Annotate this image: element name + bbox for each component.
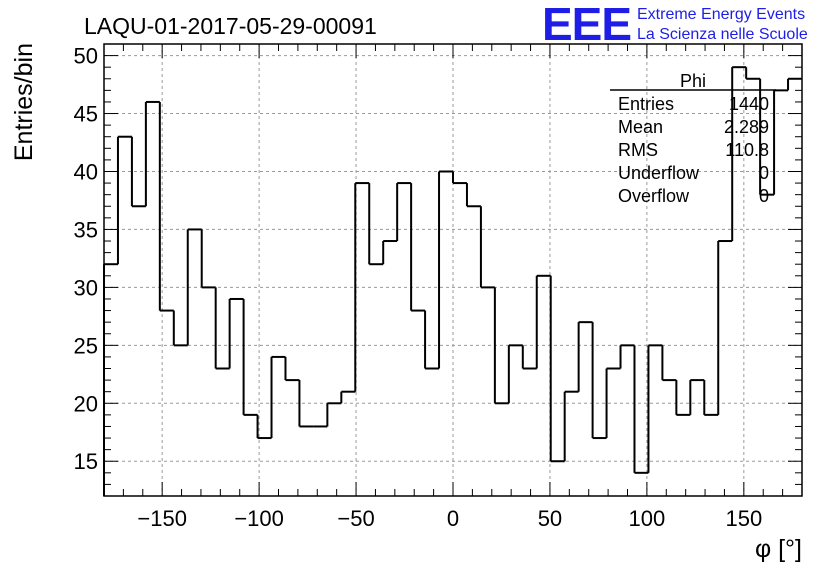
x-tick-label: 150	[725, 506, 762, 531]
y-tick-label: 30	[74, 275, 98, 300]
stats-row-label: Overflow	[618, 186, 690, 206]
histogram-layer	[103, 66, 802, 496]
x-axis-title: φ [°]	[755, 535, 802, 563]
stats-row-label: Underflow	[618, 163, 700, 183]
y-tick-label: 25	[74, 333, 98, 358]
stats-rows: Entries 1440 Mean 2.289 RMS 110.8 Underflow 0 Ov…	[618, 94, 769, 206]
chart-title: LAQU-01-2017-05-29-00091	[84, 13, 377, 39]
x-tick-label: 100	[629, 506, 666, 531]
stats-row-label: Entries	[618, 94, 674, 114]
stats-box: Phi Entries 1440 Mean 2.289 RMS 110.8 Underflo…	[610, 71, 776, 206]
tick-layer: −150 −100 −50 0 50 100 150 15 20 25 30 35 40 45 50	[74, 43, 802, 531]
y-tick-label: 45	[74, 102, 98, 127]
x-tick-label: −150	[137, 506, 187, 531]
x-tick-label: 50	[538, 506, 562, 531]
eee-logo: EEE Extreme Energy Events La Scienza nel…	[542, 0, 808, 50]
y-tick-label: 35	[74, 217, 98, 242]
stats-row-value: 2.289	[724, 117, 769, 137]
eee-logo-mark: EEE	[542, 0, 631, 50]
y-tick-label: 20	[74, 391, 98, 416]
y-tick-label: 50	[74, 44, 98, 69]
stats-row-value: 1440	[729, 94, 769, 114]
stats-row-label: Mean	[618, 117, 663, 137]
x-tick-label: −50	[337, 506, 374, 531]
logo-line-1: Extreme Energy Events	[637, 6, 805, 23]
logo-line-2: La Scienza nelle Scuole	[637, 26, 808, 43]
grid-layer	[104, 44, 802, 496]
y-axis-title: Entries/bin	[10, 43, 38, 161]
y-tick-label: 15	[74, 449, 98, 474]
stats-row-value: 0	[759, 163, 769, 183]
stats-title: Phi	[680, 71, 706, 91]
stats-row-value: 110.8	[725, 140, 769, 160]
x-tick-label: 0	[447, 506, 459, 531]
stats-row-value: 0	[759, 186, 769, 206]
stats-row-label: RMS	[618, 140, 658, 160]
x-tick-label: −100	[234, 506, 284, 531]
y-tick-label: 40	[74, 159, 98, 184]
